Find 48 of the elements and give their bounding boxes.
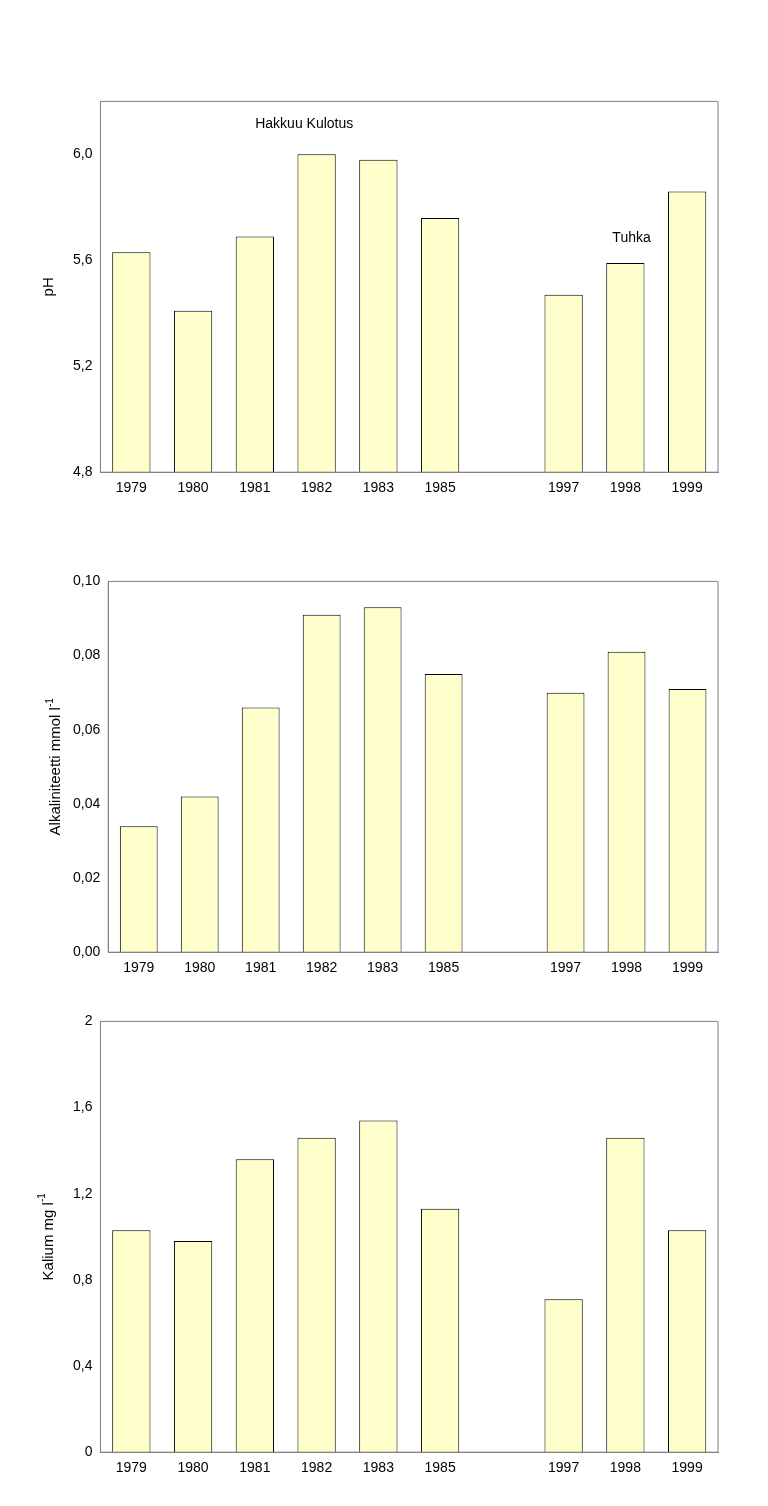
x-tick-label: 1979 <box>115 1459 148 1476</box>
x-tick-label: 1980 <box>177 479 209 496</box>
x-tick-label: 1981 <box>245 959 277 976</box>
x-tick-label: 1982 <box>301 479 333 496</box>
x-tick-label: 1983 <box>362 1459 395 1476</box>
x-tick-label: 1998 <box>610 959 643 976</box>
y-tick-label: 5,6 <box>72 251 93 268</box>
y-tick-label: 5,2 <box>72 357 93 374</box>
y-tick-label: 0,04 <box>73 794 101 811</box>
y-tick-label: 6,0 <box>72 145 93 162</box>
x-tick-label: 1997 <box>548 479 580 496</box>
x-tick-label: 1982 <box>306 959 338 976</box>
x-tick-label: 1985 <box>424 479 456 496</box>
x-tick-label: 1982 <box>301 1459 333 1476</box>
y-tick-label: 0,08 <box>73 646 101 663</box>
y-tick-label: 0,8 <box>72 1270 93 1287</box>
y-axis-title: Alkaliniteetti mmol l-1 <box>44 697 64 836</box>
y-tick-label: 1,6 <box>72 1098 93 1115</box>
x-tick-label: 1979 <box>115 479 148 496</box>
y-tick-label: 0,02 <box>73 868 101 885</box>
y-tick-label: 2 <box>84 1012 93 1029</box>
x-tick-label: 1981 <box>239 479 271 496</box>
y-tick-label: 0,4 <box>72 1356 93 1373</box>
y-axis-title: pH <box>38 277 56 297</box>
x-tick-label: 1981 <box>239 1459 271 1476</box>
x-tick-label: 1999 <box>671 1459 703 1476</box>
x-tick-label: 1997 <box>549 959 582 976</box>
annotation: Hakkuu Kulotus <box>255 114 354 131</box>
y-axis-title: Kalium mg l-1 <box>36 1192 56 1281</box>
x-tick-label: 1979 <box>123 959 155 976</box>
x-tick-label: 1997 <box>548 1459 580 1476</box>
annotation: Tuhka <box>612 229 651 246</box>
x-tick-label: 1980 <box>177 1459 209 1476</box>
x-tick-label: 1999 <box>671 479 703 496</box>
x-tick-label: 1983 <box>367 959 399 976</box>
x-tick-label: 1985 <box>428 959 460 976</box>
y-tick-label: 0,00 <box>73 943 101 960</box>
y-tick-label: 0 <box>84 1443 93 1460</box>
x-tick-label: 1983 <box>362 479 395 496</box>
x-tick-label: 1998 <box>609 479 642 496</box>
y-tick-label: 0,10 <box>73 572 101 589</box>
x-tick-label: 1998 <box>609 1459 642 1476</box>
x-tick-label: 1980 <box>184 959 216 976</box>
y-tick-label: 1,2 <box>72 1184 93 1201</box>
y-tick-label: 4,8 <box>72 463 93 480</box>
y-tick-label: 0,06 <box>73 720 101 737</box>
x-tick-label: 1985 <box>424 1459 456 1476</box>
x-tick-label: 1999 <box>671 959 704 976</box>
